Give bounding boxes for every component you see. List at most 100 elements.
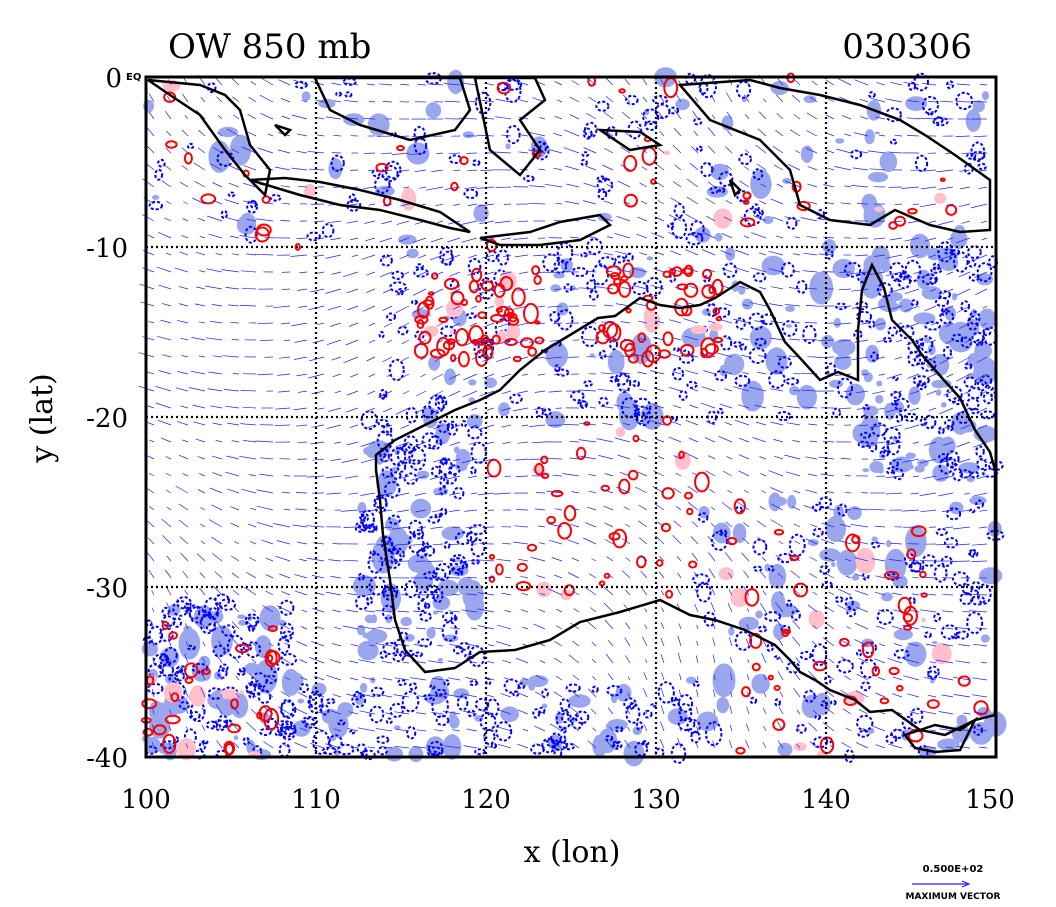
wind-vector — [923, 676, 937, 681]
wind-vector — [676, 555, 682, 562]
wind-vector — [668, 214, 682, 222]
wind-vector — [970, 101, 988, 103]
wind-vector — [945, 322, 954, 328]
wind-vector — [640, 570, 648, 579]
wind-vector — [826, 79, 835, 86]
wind-vector — [398, 322, 410, 330]
wind-vector — [673, 455, 682, 460]
ow-contour — [164, 714, 181, 725]
ow-contour — [724, 353, 745, 376]
wind-vector — [597, 388, 614, 392]
wind-vector — [349, 677, 359, 681]
wind-vector — [368, 373, 376, 378]
wind-vector — [668, 267, 682, 273]
ow-contour — [970, 595, 986, 606]
ow-contour — [545, 411, 566, 428]
ow-contour — [886, 467, 894, 475]
wind-vector — [462, 710, 478, 715]
wind-vector — [672, 535, 682, 545]
wind-vector — [793, 372, 801, 375]
wind-vector — [886, 441, 903, 446]
ow-contour — [972, 100, 985, 113]
wind-vector — [426, 745, 444, 749]
wind-vector — [169, 709, 172, 715]
wind-vector — [622, 538, 631, 545]
wind-vector — [587, 740, 597, 749]
ow-contour — [233, 735, 239, 741]
wind-vector — [394, 711, 410, 715]
ow-contour — [935, 527, 948, 536]
wind-vector — [417, 84, 427, 86]
ow-contour — [869, 461, 884, 473]
wind-vector — [588, 473, 597, 477]
wind-vector — [689, 285, 699, 290]
wind-vector — [719, 319, 733, 324]
wind-vector — [382, 458, 393, 463]
wind-vector — [416, 729, 427, 732]
wind-vector — [975, 339, 988, 347]
ow-contour — [330, 154, 345, 173]
wind-vector — [875, 356, 886, 360]
wind-vector — [894, 134, 903, 137]
wind-vector — [231, 253, 240, 256]
wind-vector — [920, 271, 937, 278]
ow-contour — [367, 552, 384, 574]
ow-contour — [299, 682, 310, 694]
wind-vector — [972, 254, 988, 261]
wind-vector — [548, 149, 563, 154]
wind-vector — [552, 132, 563, 137]
wind-vector — [448, 390, 461, 397]
ow-contour — [281, 668, 301, 696]
wind-vector — [708, 552, 716, 562]
wind-vector — [838, 288, 852, 291]
wind-vector — [230, 506, 240, 511]
wind-vector — [415, 407, 427, 414]
ow-contour — [237, 670, 246, 676]
wind-vector — [609, 726, 614, 732]
wind-vector — [744, 166, 750, 171]
wind-vector — [215, 77, 223, 86]
ow-contour — [879, 151, 898, 173]
wind-vector — [521, 424, 529, 427]
ow-contour — [934, 192, 947, 204]
ow-contour — [244, 613, 260, 628]
wind-vector — [427, 660, 444, 664]
wind-vector — [199, 270, 206, 273]
wind-vector — [330, 710, 342, 715]
wind-vector — [182, 571, 189, 579]
wind-vector — [158, 284, 172, 290]
ow-contour — [357, 572, 365, 582]
wind-vector — [840, 689, 852, 698]
wind-vector — [201, 725, 206, 732]
wind-vector — [391, 526, 410, 530]
wind-vector — [375, 728, 393, 732]
wind-vector — [279, 356, 291, 359]
ow-contour — [452, 486, 465, 500]
wind-vector — [835, 305, 852, 308]
wind-vector — [851, 356, 869, 361]
ow-contour — [381, 466, 393, 478]
ow-contour — [773, 528, 785, 536]
ow-contour — [892, 467, 905, 481]
ow-contour — [682, 349, 690, 357]
wind-vector — [745, 739, 750, 749]
ow-contour — [429, 348, 446, 359]
ow-contour — [377, 746, 388, 756]
wind-vector — [842, 708, 852, 715]
ow-contour — [378, 331, 385, 339]
ow-contour — [157, 158, 166, 168]
ow-contour — [543, 408, 552, 417]
wind-vector — [160, 437, 172, 443]
wind-vector — [645, 659, 648, 664]
ow-contour — [974, 342, 992, 360]
wind-vector — [978, 526, 988, 529]
wind-vector — [465, 593, 478, 596]
wind-vector — [209, 320, 223, 324]
ow-contour — [344, 91, 353, 98]
ow-contour — [533, 275, 542, 285]
wind-vector — [535, 743, 546, 749]
ow-contour — [542, 253, 560, 273]
ow-contour — [267, 625, 278, 632]
wind-vector — [330, 458, 342, 462]
ow-contour — [890, 138, 898, 145]
